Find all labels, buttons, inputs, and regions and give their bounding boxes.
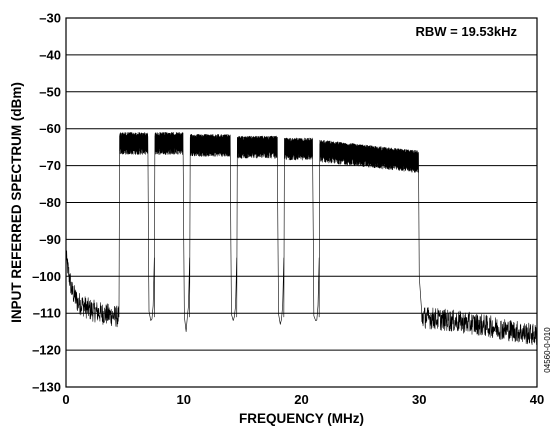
y-tick-label: –100 bbox=[32, 269, 61, 284]
y-tick-label: –50 bbox=[39, 84, 61, 99]
x-tick-labels: 0 10 20 30 40 bbox=[62, 392, 544, 407]
x-tick-label: 40 bbox=[530, 392, 544, 407]
x-tick-label: 10 bbox=[177, 392, 191, 407]
y-tick-label: –70 bbox=[39, 158, 61, 173]
y-tick-label: –40 bbox=[39, 47, 61, 62]
x-axis-label: FREQUENCY (MHz) bbox=[239, 411, 364, 426]
y-tick-label: –80 bbox=[39, 195, 61, 210]
grid-lines bbox=[66, 54, 537, 351]
y-tick-label: –30 bbox=[39, 11, 61, 26]
y-tick-label: –110 bbox=[33, 306, 61, 321]
rbw-annotation: RBW = 19.53kHz bbox=[415, 24, 517, 39]
y-tick-label: –60 bbox=[39, 121, 61, 136]
x-tick-label: 0 bbox=[62, 392, 69, 407]
spectrum-trace bbox=[65, 132, 537, 345]
y-axis-label: INPUT REFERRED SPECTRUM (dBm) bbox=[9, 82, 24, 323]
y-tick-label: –120 bbox=[32, 343, 61, 358]
x-tick-label: 30 bbox=[412, 392, 426, 407]
y-tick-label: –130 bbox=[32, 380, 61, 395]
x-tick-label: 20 bbox=[294, 392, 308, 407]
spectrum-trace-group bbox=[65, 132, 537, 345]
plot-frame bbox=[65, 17, 538, 388]
y-tick-labels: –30 –40 –50 –60 –70 –80 –90 –100 –110 –120 –130 bbox=[32, 11, 61, 395]
figure-id: 04560-0-010 bbox=[543, 327, 552, 373]
y-tick-label: –90 bbox=[39, 232, 61, 247]
